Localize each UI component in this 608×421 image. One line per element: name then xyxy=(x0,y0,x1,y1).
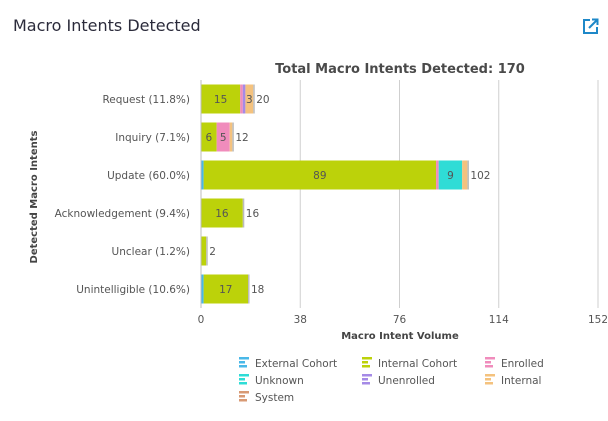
legend-label: Unknown xyxy=(255,375,304,387)
data-label: 6 xyxy=(205,132,212,144)
category-label: Acknowledgement (9.4%) xyxy=(55,208,190,220)
legend-swatch xyxy=(239,357,249,360)
legend-label: External Cohort xyxy=(255,358,337,370)
bar-segment xyxy=(203,160,437,190)
legend-swatch xyxy=(485,374,495,377)
legend-swatch xyxy=(362,382,370,385)
bar-end xyxy=(242,198,245,228)
bar-segment xyxy=(201,122,217,152)
bar-end xyxy=(248,274,250,304)
category-label: Unclear (1.2%) xyxy=(112,246,190,258)
data-label: 9 xyxy=(447,170,454,182)
y-axis-title: Detected Macro Intents xyxy=(29,130,40,263)
legend-swatch xyxy=(239,365,247,368)
bar-end xyxy=(467,160,469,190)
total-label: 16 xyxy=(246,208,260,220)
legend-swatch xyxy=(239,378,245,381)
bar-segment xyxy=(242,84,246,114)
legend-swatch xyxy=(239,361,245,364)
bar-segment xyxy=(201,236,207,266)
data-label: 89 xyxy=(313,170,326,182)
legend-label: Unenrolled xyxy=(378,375,435,387)
legend-swatch xyxy=(485,365,493,368)
bar-segment xyxy=(201,84,241,114)
category-label: Request (11.8%) xyxy=(102,94,190,106)
bar-segment xyxy=(216,122,230,152)
legend-swatch xyxy=(239,374,249,377)
legend-swatch xyxy=(362,357,372,360)
category-label: Unintelligible (10.6%) xyxy=(76,284,190,296)
legend-swatch xyxy=(239,395,245,398)
data-label: 5 xyxy=(220,132,227,144)
x-tick-label: 38 xyxy=(294,314,307,326)
legend-swatch xyxy=(362,361,368,364)
legend-swatch xyxy=(362,365,370,368)
bar-segment xyxy=(462,160,468,190)
bar-segment xyxy=(438,160,463,190)
bar-segment xyxy=(245,84,254,114)
data-label: 17 xyxy=(219,284,232,296)
legend-swatch xyxy=(362,374,372,377)
x-tick-label: 152 xyxy=(588,314,608,326)
total-label: 20 xyxy=(256,94,269,106)
legend-swatch xyxy=(239,391,249,394)
legend-label: Internal xyxy=(501,375,541,387)
total-label: 2 xyxy=(209,246,216,258)
bar-end xyxy=(206,236,208,266)
legend-swatch xyxy=(239,399,247,402)
total-label: 102 xyxy=(470,170,490,182)
bar-segment xyxy=(201,160,204,190)
card-title: Macro Intents Detected xyxy=(13,16,201,35)
legend-swatch xyxy=(485,361,491,364)
legend-swatch xyxy=(485,357,495,360)
data-label: 15 xyxy=(214,94,227,106)
bar-end xyxy=(253,84,255,114)
legend-label: Internal Cohort xyxy=(378,358,457,370)
bar-segment xyxy=(229,122,233,152)
x-tick-label: 76 xyxy=(393,314,407,326)
chart-title: Total Macro Intents Detected: 170 xyxy=(275,62,525,77)
legend-swatch xyxy=(239,382,247,385)
bar-segment xyxy=(201,274,204,304)
bar-end xyxy=(232,122,234,152)
category-label: Inquiry (7.1%) xyxy=(115,132,190,144)
x-tick-label: 114 xyxy=(489,314,509,326)
legend-swatch xyxy=(485,382,493,385)
data-label: 3 xyxy=(246,94,253,106)
bar-segment xyxy=(240,84,243,114)
share-export-icon[interactable] xyxy=(582,17,600,35)
total-label: 18 xyxy=(251,284,264,296)
legend-swatch xyxy=(485,378,491,381)
legend-label: System xyxy=(255,392,294,404)
x-axis-title: Macro Intent Volume xyxy=(341,331,459,342)
data-label: 16 xyxy=(215,208,229,220)
x-tick-label: 0 xyxy=(198,314,205,326)
bar-segment xyxy=(201,198,243,228)
bar-segment xyxy=(203,274,249,304)
legend-label: Enrolled xyxy=(501,358,544,370)
bar-segment xyxy=(436,160,439,190)
total-label: 12 xyxy=(235,132,248,144)
category-label: Update (60.0%) xyxy=(107,170,190,182)
legend-swatch xyxy=(362,378,368,381)
